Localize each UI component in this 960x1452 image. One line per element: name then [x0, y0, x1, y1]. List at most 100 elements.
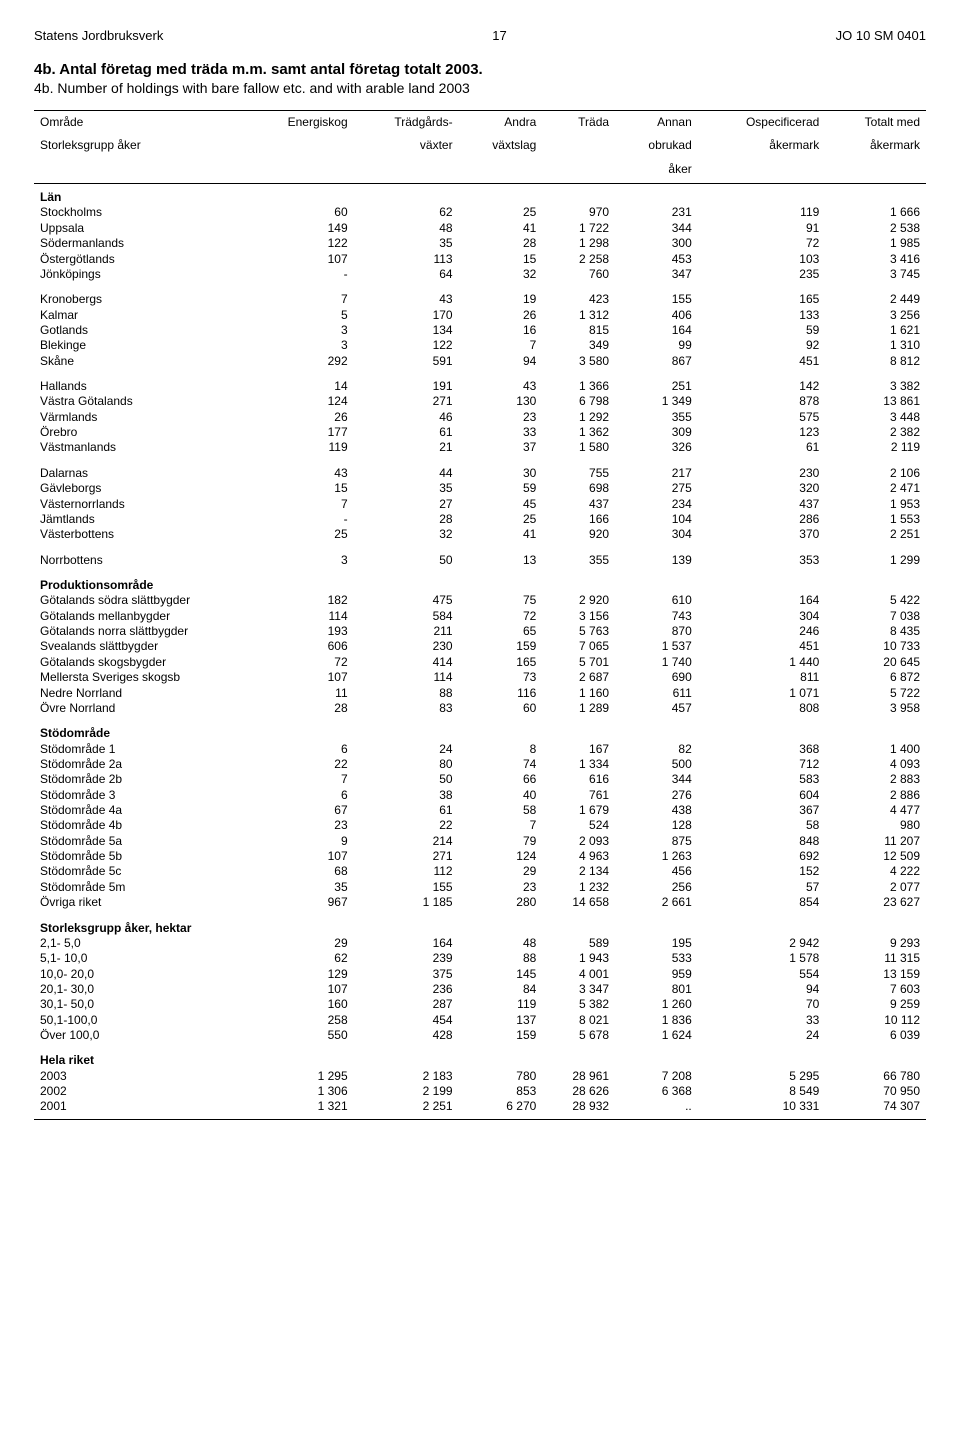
cell: 2 134	[542, 864, 615, 879]
table-row: Stödområde 16248167823681 400	[34, 742, 926, 757]
table-row: 30,1- 50,01602871195 3821 260709 259	[34, 997, 926, 1012]
table-row: Stödområde 4a6761581 6794383674 477	[34, 803, 926, 818]
cell: 235	[698, 267, 826, 282]
cell: Södermanlands	[34, 236, 246, 251]
table-row: 10,0- 20,01293751454 00195955413 159	[34, 967, 926, 982]
cell: 3	[246, 338, 354, 353]
cell: 554	[698, 967, 826, 982]
cell: Stödområde 4a	[34, 803, 246, 818]
cell: 9 293	[825, 936, 926, 951]
cell: 3	[246, 553, 354, 568]
cell: 367	[698, 803, 826, 818]
cell: 271	[354, 849, 459, 864]
cell: 7	[246, 772, 354, 787]
cell: 6 872	[825, 670, 926, 685]
cell: 3 448	[825, 410, 926, 425]
cell: 28 961	[542, 1069, 615, 1084]
cell: 1 578	[698, 951, 826, 966]
cell: 500	[615, 757, 698, 772]
col-header	[246, 134, 354, 157]
cell: 2 093	[542, 834, 615, 849]
cell: 4 001	[542, 967, 615, 982]
col-header	[825, 158, 926, 184]
col-header: Andra	[459, 111, 543, 135]
cell: 2 449	[825, 292, 926, 307]
cell: 256	[615, 880, 698, 895]
cell: 761	[542, 788, 615, 803]
cell: 5 295	[698, 1069, 826, 1084]
cell: 14 658	[542, 895, 615, 910]
cell: 62	[354, 205, 459, 220]
cell: 1 722	[542, 221, 615, 236]
cell: 23 627	[825, 895, 926, 910]
cell: Västra Götalands	[34, 394, 246, 409]
cell: 353	[698, 553, 826, 568]
table-row: Svealands slättbygder6062301597 0651 537…	[34, 639, 926, 654]
table-row: Dalarnas4344307552172302 106	[34, 466, 926, 481]
cell: 271	[354, 394, 459, 409]
cell: 61	[698, 440, 826, 455]
cell: 41	[459, 221, 543, 236]
cell: Stödområde 5m	[34, 880, 246, 895]
cell: 24	[698, 1028, 826, 1043]
cell: -	[246, 512, 354, 527]
table-row: Stödområde 5a9214792 09387584811 207	[34, 834, 926, 849]
section-title: Stödområde	[34, 716, 926, 741]
table-row: Stödområde 2a2280741 3345007124 093	[34, 757, 926, 772]
cell: 30	[459, 466, 543, 481]
table-row: Kronobergs743194231551652 449	[34, 292, 926, 307]
table-row: 50,1-100,02584541378 0211 8363310 112	[34, 1013, 926, 1028]
table-row: Stockholms6062259702311191 666	[34, 205, 926, 220]
cell: 2 077	[825, 880, 926, 895]
cell: 1 985	[825, 236, 926, 251]
cell: 2 942	[698, 936, 826, 951]
cell: 40	[459, 788, 543, 803]
cell: Övre Norrland	[34, 701, 246, 716]
cell: 3 382	[825, 379, 926, 394]
cell: Stödområde 5a	[34, 834, 246, 849]
cell: 195	[615, 936, 698, 951]
cell: Kalmar	[34, 308, 246, 323]
doc-code: JO 10 SM 0401	[836, 28, 926, 43]
col-header: Storleksgrupp åker	[34, 134, 246, 157]
cell: Skåne	[34, 354, 246, 369]
cell: 21	[354, 440, 459, 455]
cell: 72	[459, 609, 543, 624]
col-header	[246, 158, 354, 184]
cell: 1 292	[542, 410, 615, 425]
cell: 355	[542, 553, 615, 568]
table-row: Kalmar5170261 3124061333 256	[34, 308, 926, 323]
cell: 456	[615, 864, 698, 879]
cell: 48	[459, 936, 543, 951]
cell: 155	[615, 292, 698, 307]
col-header	[34, 158, 246, 184]
cell: 70 950	[825, 1084, 926, 1099]
table-row: Jämtlands-28251661042861 553	[34, 512, 926, 527]
cell: 94	[459, 354, 543, 369]
cell: 26	[246, 410, 354, 425]
table-row: Stödområde 2b750666163445832 883	[34, 772, 926, 787]
cell: 451	[698, 354, 826, 369]
cell: 124	[246, 394, 354, 409]
cell: 58	[698, 818, 826, 833]
cell: 7	[246, 292, 354, 307]
col-header: växtslag	[459, 134, 543, 157]
cell: 84	[459, 982, 543, 997]
cell: 16	[459, 323, 543, 338]
cell: 475	[354, 593, 459, 608]
col-header: Totalt med	[825, 111, 926, 135]
cell: 58	[459, 803, 543, 818]
cell: 755	[542, 466, 615, 481]
cell: 13 861	[825, 394, 926, 409]
table-row: 20031 2952 18378028 9617 2085 29566 780	[34, 1069, 926, 1084]
cell: 1 071	[698, 686, 826, 701]
cell: 61	[354, 803, 459, 818]
cell: 44	[354, 466, 459, 481]
table-row: Över 100,05504281595 6781 624246 039	[34, 1028, 926, 1043]
cell: 589	[542, 936, 615, 951]
cell: 3 416	[825, 252, 926, 267]
cell: 25	[246, 527, 354, 542]
cell: 46	[354, 410, 459, 425]
cell: 304	[615, 527, 698, 542]
cell: 182	[246, 593, 354, 608]
